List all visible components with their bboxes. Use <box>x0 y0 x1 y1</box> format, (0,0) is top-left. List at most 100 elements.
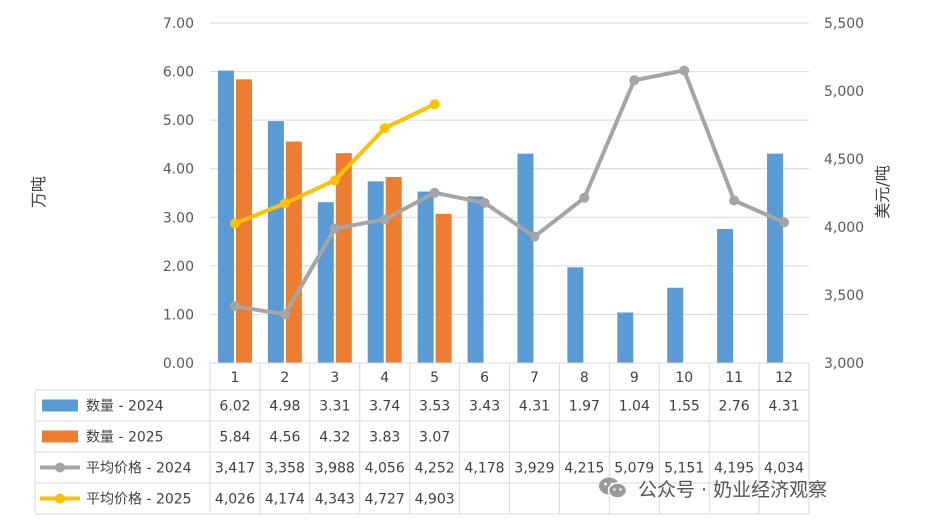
bar-2025-month-3 <box>335 153 352 363</box>
table-cell-value: 4.98 <box>269 399 300 415</box>
point-price-2024 <box>329 223 340 234</box>
table-cell-value: 5.84 <box>219 430 250 446</box>
bar-2024-month-7 <box>517 153 534 363</box>
left-axis-ticks: 0.00 1.00 2.00 3.00 4.00 5.00 6.00 7.00 <box>163 16 194 372</box>
table-cell-value: 3,358 <box>265 461 305 477</box>
category-label: 3 <box>330 370 339 386</box>
table-cell-value: 4,174 <box>265 492 305 508</box>
point-price-2024 <box>279 309 290 320</box>
left-tick-label: 3.00 <box>163 210 194 226</box>
category-label: 12 <box>775 370 793 386</box>
point-price-2025 <box>379 123 390 134</box>
table-cell-value: 3.31 <box>319 399 350 415</box>
line-price-2025 <box>232 102 437 226</box>
bar-2024-month-3 <box>317 202 334 363</box>
table-cell-value: 6.02 <box>219 399 250 415</box>
left-tick-label: 2.00 <box>163 259 194 275</box>
left-tick-label: 5.00 <box>163 113 194 129</box>
table-cell-value: 5,151 <box>664 461 704 477</box>
table-cell-value: 5,079 <box>614 461 654 477</box>
table-cell-value: 4,195 <box>714 461 754 477</box>
table-cell-value: 1.97 <box>569 399 600 415</box>
left-tick-label: 1.00 <box>163 307 194 323</box>
table-cell-value: 4,903 <box>415 492 455 508</box>
table-cell-value: 1.55 <box>669 399 700 415</box>
point-price-2024 <box>529 231 540 242</box>
wechat-icon <box>599 477 628 499</box>
table-cell-value: 3.83 <box>369 430 400 446</box>
point-price-2025 <box>279 198 290 209</box>
table-cell-value: 4.31 <box>519 399 550 415</box>
left-axis-title: 万吨 <box>29 176 48 208</box>
point-price-2024 <box>229 301 240 312</box>
point-price-2024 <box>729 195 740 206</box>
point-price-2025 <box>229 218 240 229</box>
right-tick-label: 4,000 <box>824 220 864 236</box>
gridlines <box>210 22 809 364</box>
bar-2024-month-2 <box>267 121 284 363</box>
right-tick-label: 5,500 <box>824 16 864 32</box>
legend-label: 数量 - 2024 <box>86 399 164 415</box>
bar-2025-month-5 <box>435 213 452 363</box>
table-cell-value: 4,727 <box>365 492 405 508</box>
legend-label: 平均价格 - 2025 <box>86 492 192 508</box>
bar-2024-month-6 <box>467 196 484 363</box>
left-tick-label: 7.00 <box>163 16 194 32</box>
point-price-2024 <box>579 192 590 203</box>
table-cell-value: 4,343 <box>315 492 355 508</box>
table-cell-value: 4.32 <box>319 430 350 446</box>
left-tick-label: 6.00 <box>163 65 194 81</box>
legend-swatch <box>42 399 78 412</box>
table-cell-value: 3,417 <box>215 461 255 477</box>
left-tick-label: 4.00 <box>163 162 194 178</box>
bar-2024-month-8 <box>567 267 584 363</box>
bar-2024-month-1 <box>217 70 234 363</box>
point-price-2024 <box>379 214 390 225</box>
category-label: 8 <box>580 370 589 386</box>
right-axis-title: 美元/吨 <box>873 165 892 218</box>
table-cell-value: 3,929 <box>514 461 554 477</box>
point-price-2024 <box>779 217 790 228</box>
bar-2024-month-10 <box>667 287 684 363</box>
category-label: 10 <box>675 370 693 386</box>
right-tick-label: 3,500 <box>824 288 864 304</box>
watermark-text: 公众号 · 奶业经济观察 <box>638 478 828 501</box>
bar-2025-month-4 <box>385 176 402 363</box>
bar-2024-month-4 <box>367 181 384 363</box>
point-price-2024 <box>429 187 440 198</box>
table-cell-value: 2.76 <box>719 399 750 415</box>
bar-2024-month-11 <box>717 228 734 363</box>
left-tick-label: 0.00 <box>163 356 194 372</box>
legend-label: 数量 - 2025 <box>86 430 164 446</box>
table-cell-value: 3,988 <box>315 461 355 477</box>
table-cell-value: 4.31 <box>768 399 799 415</box>
bar-2024-month-5 <box>417 191 434 363</box>
table-cell-value: 3.74 <box>369 399 400 415</box>
table-cell-value: 4,252 <box>415 461 455 477</box>
legend-swatch <box>42 430 78 443</box>
table-cell-value: 3.53 <box>419 399 450 415</box>
category-label: 4 <box>380 370 389 386</box>
line-series <box>229 65 790 320</box>
category-label: 9 <box>630 370 639 386</box>
table-cell-value: 4,034 <box>764 461 804 477</box>
table-cell-value: 4,178 <box>464 461 504 477</box>
bar-2025-month-2 <box>285 141 302 363</box>
table-cell-value: 1.04 <box>619 399 650 415</box>
table-cell-value: 4,215 <box>564 461 604 477</box>
line-price-2024 <box>232 68 787 317</box>
point-price-2025 <box>429 99 440 110</box>
category-label: 7 <box>530 370 539 386</box>
legend-marker <box>55 462 65 473</box>
legend-label: 平均价格 - 2024 <box>86 461 192 477</box>
point-price-2025 <box>329 175 340 186</box>
right-tick-label: 3,000 <box>824 356 864 372</box>
point-price-2024 <box>629 75 640 86</box>
category-label: 1 <box>230 370 239 386</box>
point-price-2024 <box>479 197 490 208</box>
right-tick-label: 4,500 <box>824 152 864 168</box>
watermark: 公众号 · 奶业经济观察 <box>598 474 827 502</box>
table-cell-value: 4.56 <box>269 430 300 446</box>
legend-marker <box>55 493 65 504</box>
